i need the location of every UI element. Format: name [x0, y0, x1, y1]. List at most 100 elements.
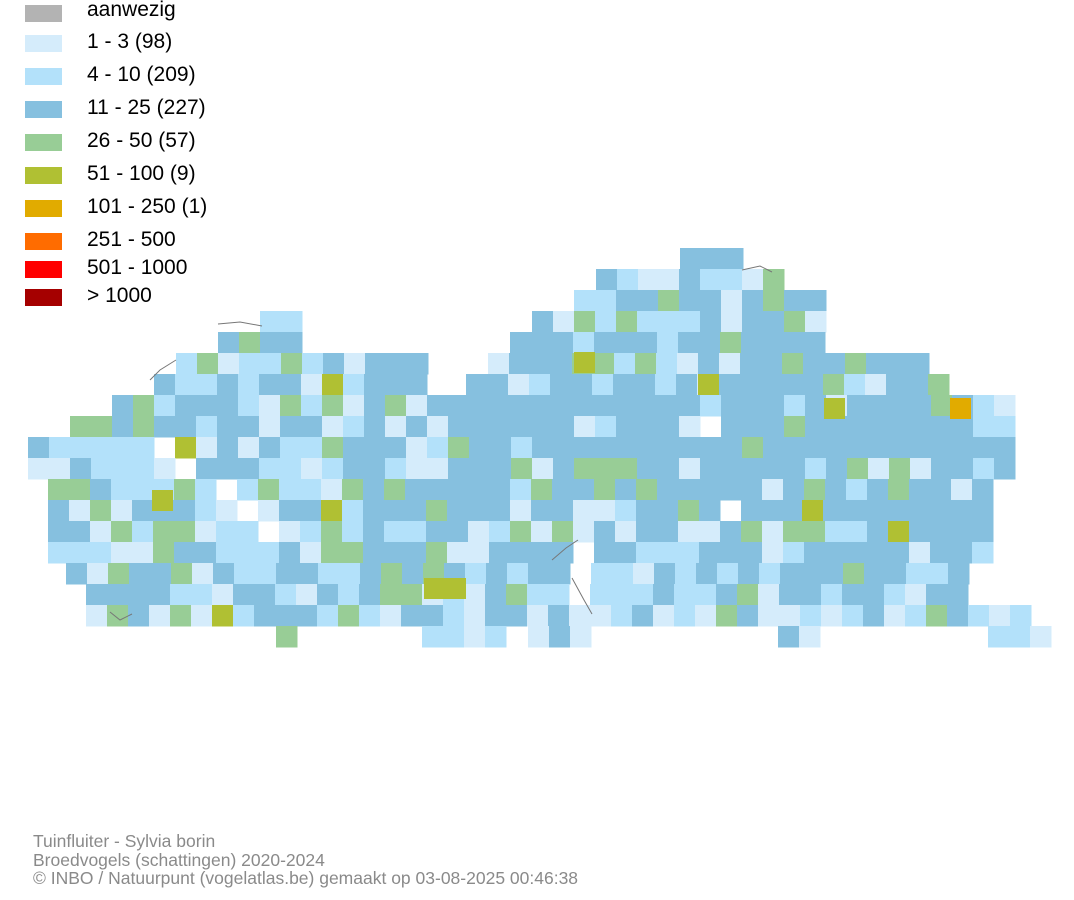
- grid-cell: [170, 605, 192, 627]
- grid-cell: [700, 290, 722, 312]
- legend-swatch: [25, 68, 62, 85]
- grid-cell: [532, 437, 554, 459]
- grid-cell: [721, 458, 743, 480]
- legend-item-501-1000: 501 - 1000: [25, 256, 285, 280]
- grid-cell: [276, 626, 298, 648]
- grid-cell: [825, 542, 847, 564]
- grid-cell: [342, 479, 364, 501]
- grid-cell: [531, 542, 553, 564]
- grid-cell: [363, 542, 385, 564]
- grid-cell: [761, 353, 783, 375]
- grid-cell: [488, 353, 510, 375]
- grid-cell: [553, 437, 575, 459]
- grid-cell: [321, 521, 343, 543]
- grid-cell: [531, 332, 553, 354]
- grid-cell: [637, 458, 659, 480]
- grid-cell: [737, 605, 759, 627]
- grid-cell: [573, 521, 595, 543]
- grid-cell: [1010, 605, 1032, 627]
- grid-cell: [469, 416, 491, 438]
- grid-cell: [573, 479, 595, 501]
- grid-cell: [636, 542, 658, 564]
- grid-cell: [49, 437, 71, 459]
- grid-cell: [951, 542, 973, 564]
- grid-cell: [699, 521, 721, 543]
- grid-cell: [574, 416, 596, 438]
- grid-cell: [699, 500, 721, 522]
- legend-label: 101 - 250 (1): [87, 195, 208, 218]
- grid-cell: [129, 563, 151, 585]
- grid-cell: [907, 374, 929, 396]
- grid-cell: [217, 416, 239, 438]
- grid-cell: [532, 395, 554, 417]
- grid-cell: [888, 542, 910, 564]
- grid-cell: [175, 374, 197, 396]
- grid-cell: [615, 542, 637, 564]
- grid-cell: [909, 479, 931, 501]
- grid-cell-highlight: [445, 578, 466, 599]
- grid-cell: [701, 248, 723, 270]
- grid-cell: [548, 584, 570, 606]
- species-name: Tuinfluiter - Sylvia borin: [33, 831, 216, 851]
- grid-cell: [132, 542, 154, 564]
- grid-cell: [386, 353, 408, 375]
- legend-swatch: [25, 101, 62, 118]
- grid-cell: [590, 584, 612, 606]
- grid-cell: [468, 521, 490, 543]
- grid-cell: [259, 437, 281, 459]
- grid-cell: [868, 395, 890, 417]
- grid-cell: [994, 395, 1016, 417]
- grid-cell: [132, 521, 154, 543]
- grid-cell: [487, 374, 509, 396]
- grid-cell: [191, 584, 213, 606]
- grid-cell: [338, 605, 360, 627]
- grid-cell: [675, 563, 697, 585]
- grid-cell: [469, 437, 491, 459]
- grid-cell: [863, 584, 885, 606]
- grid-cell: [275, 605, 297, 627]
- grid-cell: [700, 458, 722, 480]
- grid-cell: [574, 458, 596, 480]
- grid-cell: [674, 605, 696, 627]
- grid-cell: [154, 416, 176, 438]
- grid-cell: [804, 521, 826, 543]
- grid-cell: [216, 542, 238, 564]
- grid-cell: [783, 521, 805, 543]
- grid-cell: [884, 605, 906, 627]
- grid-cell: [632, 605, 654, 627]
- grid-cell: [171, 563, 193, 585]
- grid-cell: [485, 626, 507, 648]
- grid-cell: [801, 563, 823, 585]
- grid-cell: [926, 605, 948, 627]
- grid-cell: [296, 605, 318, 627]
- grid-cell: [342, 521, 364, 543]
- grid-cell: [281, 353, 303, 375]
- grid-cell: [87, 563, 109, 585]
- grid-cell: [843, 563, 865, 585]
- grid-cell: [783, 500, 805, 522]
- grid-cell: [527, 584, 549, 606]
- grid-cell: [154, 374, 176, 396]
- grid-cell: [574, 290, 596, 312]
- grid-cell: [490, 458, 512, 480]
- grid-cell: [401, 584, 423, 606]
- grid-cell: [405, 542, 427, 564]
- grid-cell: [296, 584, 318, 606]
- grid-cell: [238, 437, 260, 459]
- grid-cell: [720, 521, 742, 543]
- grid-cell: [489, 521, 511, 543]
- grid-cell: [90, 542, 112, 564]
- grid-cell-highlight: [698, 374, 719, 395]
- grid-cell: [762, 332, 784, 354]
- legend-label: 51 - 100 (9): [87, 162, 196, 185]
- grid-cell: [657, 332, 679, 354]
- grid-cell: [947, 605, 969, 627]
- grid-cell: [86, 584, 108, 606]
- grid-cell: [994, 437, 1016, 459]
- grid-cell: [427, 395, 449, 417]
- grid-cell: [132, 500, 154, 522]
- grid-cell: [218, 332, 240, 354]
- grid-cell: [364, 395, 386, 417]
- grid-cell: [380, 605, 402, 627]
- grid-cell: [531, 479, 553, 501]
